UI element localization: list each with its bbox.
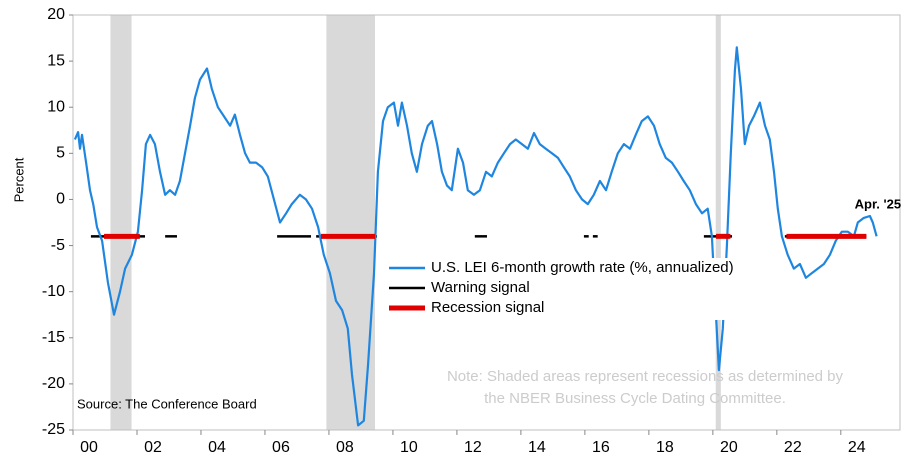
legend-label: U.S. LEI 6-month growth rate (%, annuali… bbox=[431, 259, 734, 276]
note: Note: Shaded areas represent recessions … bbox=[447, 368, 844, 385]
recession-band bbox=[110, 15, 132, 430]
x-tick-label: 04 bbox=[208, 439, 226, 456]
x-tick-label: 16 bbox=[592, 439, 610, 456]
y-tick-label: 15 bbox=[47, 52, 65, 69]
x-tick-label: 08 bbox=[336, 439, 354, 456]
y-tick-label: 10 bbox=[47, 98, 65, 115]
y-tick-label: 5 bbox=[56, 145, 65, 162]
x-tick-label: 14 bbox=[528, 439, 546, 456]
legend-box bbox=[385, 258, 757, 320]
y-tick-label: 0 bbox=[56, 191, 65, 208]
plot: 20 15 10 5 0 -5 -10 -15 -20 -25 00 02 04 06 08 10 12 14 16… bbox=[42, 6, 901, 456]
x-tick-label: 06 bbox=[272, 439, 290, 456]
series-line bbox=[73, 46, 878, 427]
y-axis-label: Percent bbox=[11, 157, 26, 202]
y-tick-label: -10 bbox=[42, 283, 65, 300]
x-tick-label: 24 bbox=[848, 439, 866, 456]
x-tick-label: 00 bbox=[80, 439, 98, 456]
x-tick-label: 10 bbox=[400, 439, 418, 456]
y-tick-label: -5 bbox=[51, 237, 65, 254]
x-tick-label: 18 bbox=[656, 439, 674, 456]
note: the NBER Business Cycle Dating Committee… bbox=[484, 390, 786, 407]
y-tick-label: -20 bbox=[42, 375, 65, 392]
legend-label: Warning signal bbox=[431, 279, 530, 296]
legend-label: Recession signal bbox=[431, 299, 544, 316]
x-tick-label: 22 bbox=[784, 439, 802, 456]
x-tick-label: 20 bbox=[720, 439, 738, 456]
y-tick-label: 20 bbox=[47, 6, 65, 23]
y-tick-label: -15 bbox=[42, 329, 65, 346]
source: Source: The Conference Board bbox=[77, 396, 257, 411]
plot-frame bbox=[72, 14, 901, 431]
recession-band bbox=[715, 15, 721, 430]
x-tick-label: 02 bbox=[144, 439, 162, 456]
x-tick-label: 12 bbox=[464, 439, 482, 456]
y-tick-label: -25 bbox=[42, 421, 65, 438]
annotation: Apr. '25 bbox=[855, 196, 901, 211]
